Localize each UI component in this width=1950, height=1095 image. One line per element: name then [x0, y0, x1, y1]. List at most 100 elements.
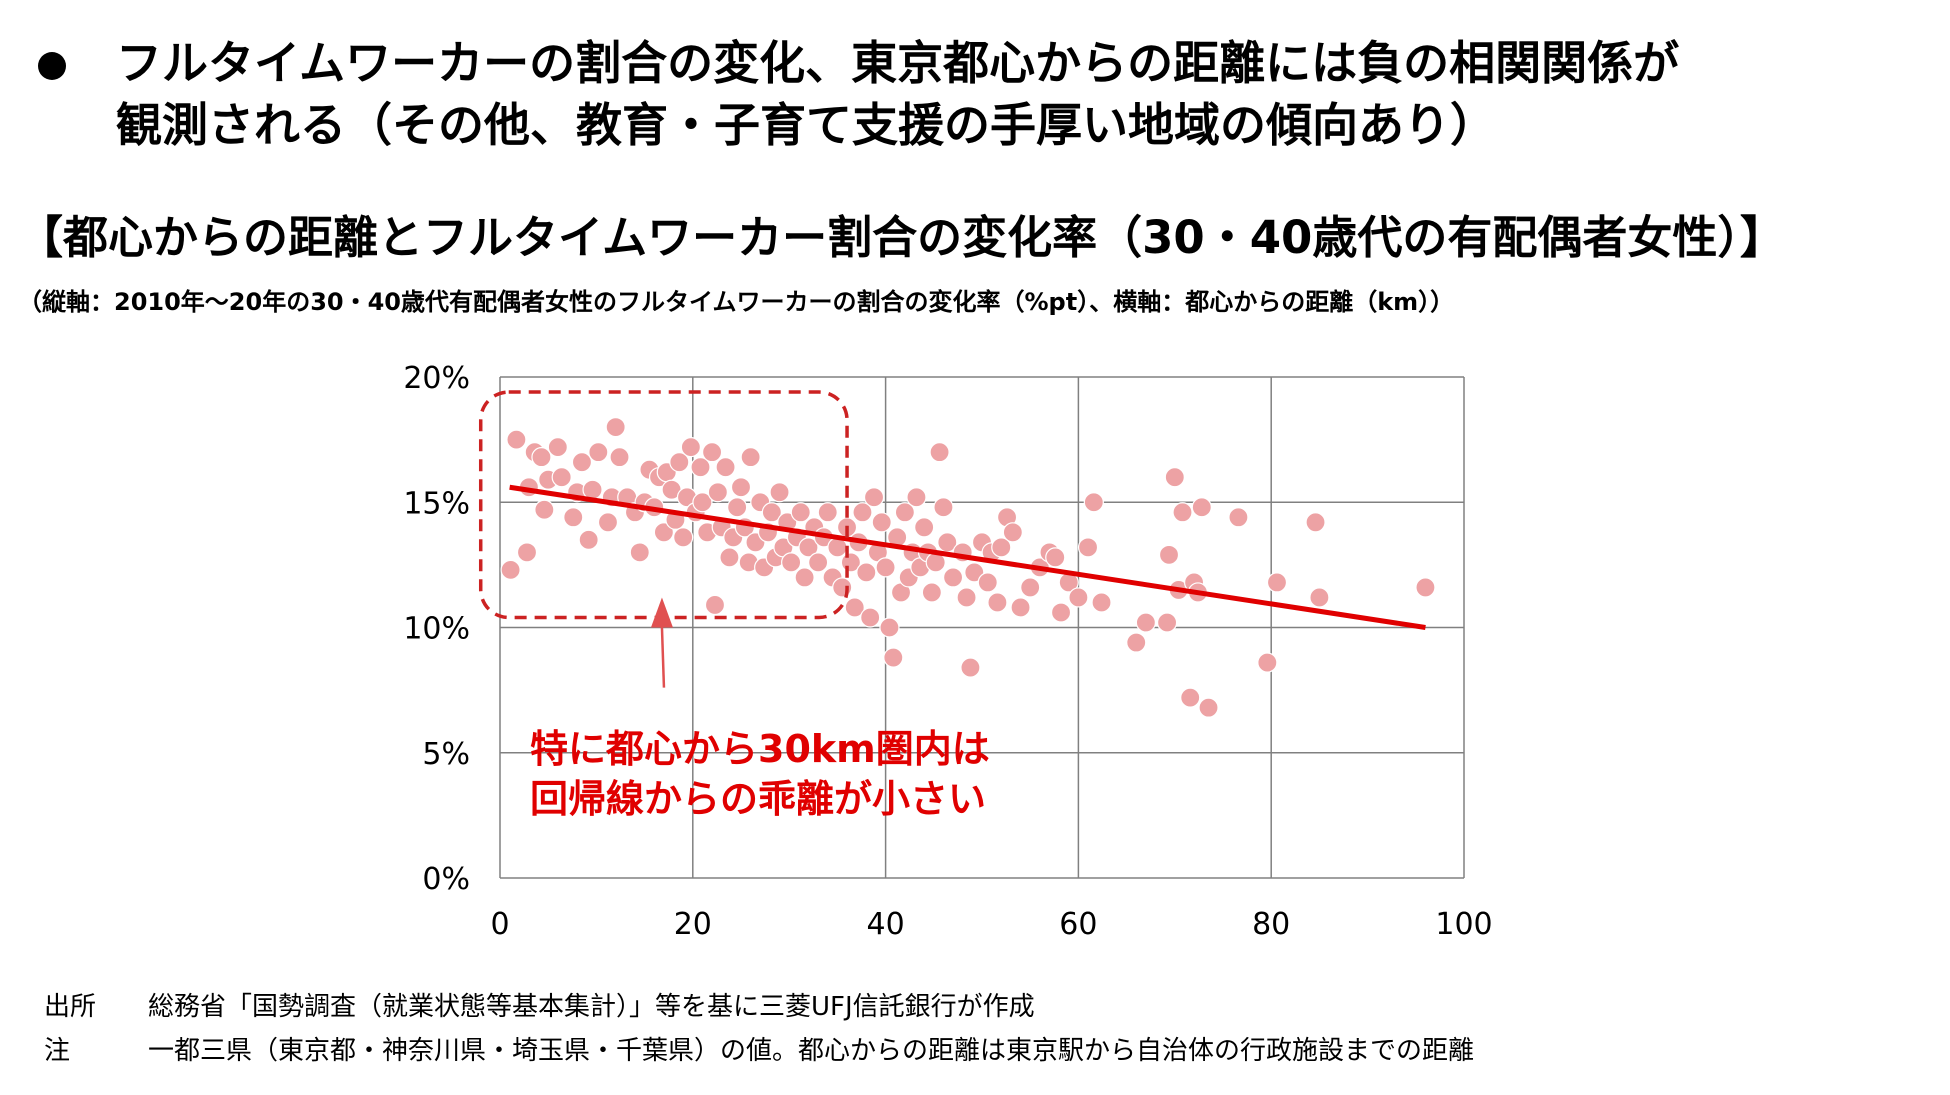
data-point — [860, 607, 881, 628]
data-point — [798, 537, 819, 558]
data-point — [1010, 597, 1031, 618]
data-point — [1077, 537, 1099, 558]
data-point — [1126, 632, 1147, 653]
data-point — [761, 502, 782, 523]
data-point — [863, 487, 885, 508]
data-point — [1135, 612, 1156, 633]
x-tick-label: 100 — [1435, 907, 1492, 942]
data-point — [781, 552, 802, 573]
data-point — [669, 452, 690, 473]
data-point — [817, 502, 838, 523]
data-point — [1257, 652, 1278, 673]
data-point — [1068, 587, 1089, 608]
x-tick-label: 40 — [867, 907, 905, 942]
data-point — [921, 582, 942, 603]
data-point — [856, 562, 877, 583]
data-point — [1309, 587, 1330, 608]
data-point — [1091, 592, 1112, 613]
data-point — [605, 416, 626, 438]
data-point — [563, 507, 584, 528]
source-text: 総務省「国勢調査（就業状態等基本集計）」等を基に三菱UFJ信託銀行が作成 — [148, 992, 1035, 1022]
data-point — [531, 447, 552, 468]
data-point — [547, 437, 568, 458]
annotation-line-1: 特に都心から30km圏内は — [530, 727, 990, 771]
data-point — [1083, 492, 1104, 513]
data-point — [1050, 602, 1072, 623]
data-point — [844, 597, 865, 618]
data-point — [551, 467, 572, 488]
data-point — [534, 499, 555, 520]
x-tick-label: 80 — [1252, 907, 1290, 942]
y-tick-label: 20% — [403, 361, 470, 396]
x-tick-label: 20 — [674, 907, 712, 942]
data-point — [769, 482, 790, 503]
data-point — [1164, 467, 1185, 488]
axis-tick-labels: 0% 5% 10% 15% 20% 0 20 40 60 80 100 — [403, 361, 1492, 942]
data-point — [588, 442, 609, 463]
data-point — [929, 442, 950, 463]
data-point — [506, 429, 527, 450]
data-point — [740, 447, 761, 468]
note-text: 一都三県（東京都・神奈川県・埼玉県・千葉県）の値。都心からの距離は東京駅から自治… — [148, 1036, 1475, 1066]
note-label: 注 — [44, 1036, 71, 1066]
data-point — [500, 559, 521, 580]
data-point — [1158, 544, 1180, 565]
data-point — [1020, 577, 1041, 598]
data-point — [991, 537, 1012, 558]
arrow-head-icon — [650, 597, 673, 628]
data-point — [727, 497, 748, 518]
data-point — [578, 529, 599, 550]
data-point — [933, 497, 954, 518]
data-point — [692, 492, 713, 513]
data-point — [790, 502, 811, 523]
data-point — [680, 437, 701, 458]
source-label: 出所 — [44, 992, 97, 1022]
data-point — [701, 442, 723, 463]
data-point — [715, 457, 736, 478]
data-point — [894, 502, 915, 523]
data-point — [597, 512, 619, 533]
data-point — [1228, 507, 1249, 528]
x-tick-label: 0 — [490, 907, 509, 942]
bullet-dot-icon — [38, 52, 66, 80]
data-point — [1002, 522, 1023, 543]
annotation-arrow — [650, 597, 673, 688]
data-point — [1045, 547, 1066, 568]
data-point — [852, 502, 873, 523]
y-tick-label: 5% — [422, 737, 470, 772]
data-point — [629, 542, 650, 563]
data-points — [500, 416, 1436, 718]
bullet-line-1: フルタイムワーカーの割合の変化、東京都心からの距離には負の相関関係が — [116, 36, 1680, 90]
data-point — [571, 452, 593, 473]
data-point — [719, 547, 740, 568]
data-point — [609, 447, 630, 468]
data-point — [1415, 577, 1436, 598]
data-point — [808, 552, 829, 573]
data-point — [794, 567, 815, 588]
scatter-chart: 0%5%10%15%20%0 20 40 60 80 100 特に都心から30km圏内は … — [403, 361, 1492, 942]
arrow-shaft — [660, 627, 666, 688]
data-point — [516, 542, 538, 563]
data-point — [1156, 612, 1178, 633]
data-point — [956, 587, 977, 608]
data-point — [1266, 572, 1288, 593]
bullet-text: フルタイムワーカーの割合の変化、東京都心からの距離には負の相関関係が 観測される… — [116, 32, 1916, 156]
data-point — [1191, 497, 1212, 518]
data-point — [673, 527, 694, 548]
data-point — [875, 557, 896, 578]
data-point — [1305, 512, 1326, 533]
data-point — [653, 522, 674, 543]
data-point — [987, 592, 1008, 613]
data-point — [690, 457, 711, 478]
data-point — [730, 477, 752, 498]
axis-description: （縦軸：2010年～20年の30・40歳代有配偶者女性のフルタイムワーカーの割合… — [18, 288, 1455, 316]
data-point — [704, 594, 726, 616]
data-point — [832, 577, 853, 598]
data-point — [879, 617, 900, 638]
data-point — [977, 572, 998, 593]
data-point — [964, 562, 985, 583]
regression-line — [509, 484, 1426, 630]
data-point — [942, 567, 964, 588]
x-tick-label: 60 — [1059, 907, 1097, 942]
data-point — [707, 482, 728, 503]
